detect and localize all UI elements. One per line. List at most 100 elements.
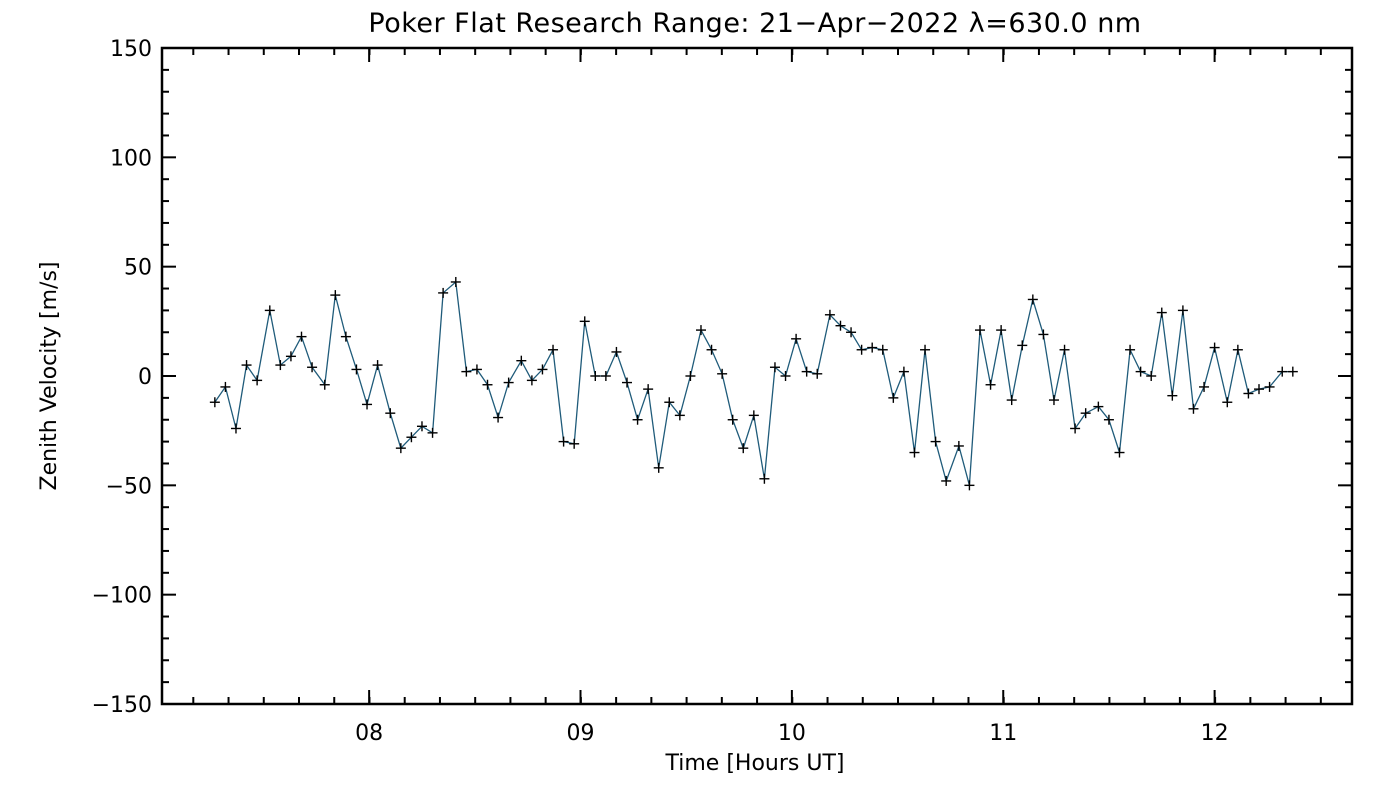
series-line	[214, 280, 1293, 486]
data-point	[1125, 344, 1136, 355]
data-point	[427, 427, 438, 438]
data-point	[801, 366, 812, 377]
data-point	[1006, 395, 1017, 406]
x-tick-label: 08	[355, 721, 383, 746]
data-point	[1243, 388, 1254, 399]
data-point	[812, 368, 823, 379]
data-point	[1059, 344, 1070, 355]
plot-frame	[160, 46, 1354, 706]
data-point	[909, 447, 920, 458]
data-point	[759, 473, 770, 484]
data-point	[1017, 340, 1028, 351]
data-point	[888, 392, 899, 403]
data-point	[1146, 371, 1157, 381]
data-point	[275, 360, 286, 371]
data-point	[252, 375, 263, 386]
data-point	[1156, 307, 1167, 318]
chart-title: Poker Flat Research Range: 21−Apr−2022 λ…	[368, 8, 1141, 39]
data-point	[920, 344, 931, 355]
x-tick-label: 10	[778, 721, 806, 746]
data-point	[569, 438, 580, 449]
data-point	[482, 379, 493, 390]
data-point	[1222, 397, 1233, 408]
data-point	[285, 351, 296, 362]
y-tick-labels: 150 100 50 0 −50 −100 −150	[92, 37, 152, 718]
data-point	[395, 443, 406, 454]
data-point	[1177, 305, 1188, 316]
data-point	[877, 344, 888, 355]
x-tick-label: 12	[1201, 721, 1229, 746]
y-tick-label: −150	[92, 693, 152, 718]
data-point	[1287, 366, 1298, 377]
data-point	[985, 379, 996, 390]
data-point	[406, 432, 417, 443]
data-point	[590, 371, 601, 381]
data-point	[898, 366, 909, 377]
data-point	[558, 436, 569, 447]
data-point	[1188, 403, 1199, 414]
data-point	[727, 414, 738, 425]
data-point	[1114, 447, 1125, 458]
data-point	[372, 360, 383, 371]
data-point	[622, 377, 633, 388]
data-point	[1199, 381, 1210, 392]
data-point	[438, 287, 449, 298]
data-point	[780, 371, 791, 381]
data-point	[611, 346, 622, 357]
data-point	[264, 305, 275, 316]
data-point	[685, 371, 696, 381]
data-point	[835, 320, 846, 331]
data-point	[856, 344, 867, 355]
data-point	[362, 399, 373, 410]
series-layer	[209, 276, 1298, 491]
data-point	[526, 375, 537, 386]
data-point	[769, 362, 780, 373]
data-point	[953, 440, 964, 451]
data-point	[220, 381, 231, 392]
data-point	[416, 421, 427, 432]
data-point	[319, 379, 330, 390]
data-point	[643, 384, 654, 395]
data-point	[974, 325, 985, 336]
data-point	[867, 342, 878, 353]
data-point	[738, 443, 749, 454]
data-point	[1232, 344, 1243, 355]
data-point	[996, 325, 1007, 336]
data-point	[695, 325, 706, 336]
data-point	[664, 397, 675, 408]
data-point	[241, 360, 252, 371]
data-point	[493, 412, 504, 423]
data-point	[307, 362, 318, 373]
axis-ticks	[162, 47, 1352, 705]
x-tick-label: 11	[989, 721, 1017, 746]
data-point	[1253, 384, 1264, 395]
data-point	[791, 333, 802, 344]
y-axis-label: Zenith Velocity [m/s]	[37, 262, 62, 491]
plot-area	[160, 46, 1354, 706]
data-point	[1048, 395, 1059, 406]
data-point	[516, 355, 527, 366]
data-point	[330, 290, 341, 301]
data-point	[717, 368, 728, 379]
data-point	[1277, 366, 1288, 377]
y-tick-label: −50	[106, 474, 152, 499]
data-point	[941, 475, 952, 486]
y-tick-label: 50	[124, 256, 152, 281]
data-point	[1135, 366, 1146, 377]
data-point	[600, 371, 611, 381]
y-tick-label: −100	[92, 584, 152, 609]
data-point	[385, 408, 396, 419]
data-point	[1209, 342, 1220, 353]
data-point	[1264, 381, 1275, 392]
x-axis-label: Time [Hours UT]	[665, 751, 845, 776]
data-point	[1080, 408, 1091, 419]
data-point	[706, 344, 717, 355]
data-point	[548, 344, 559, 355]
data-point	[209, 397, 220, 408]
data-point	[450, 276, 461, 287]
data-point	[340, 331, 351, 342]
data-point	[1167, 390, 1178, 401]
data-point	[537, 364, 548, 375]
data-point	[1093, 401, 1104, 412]
